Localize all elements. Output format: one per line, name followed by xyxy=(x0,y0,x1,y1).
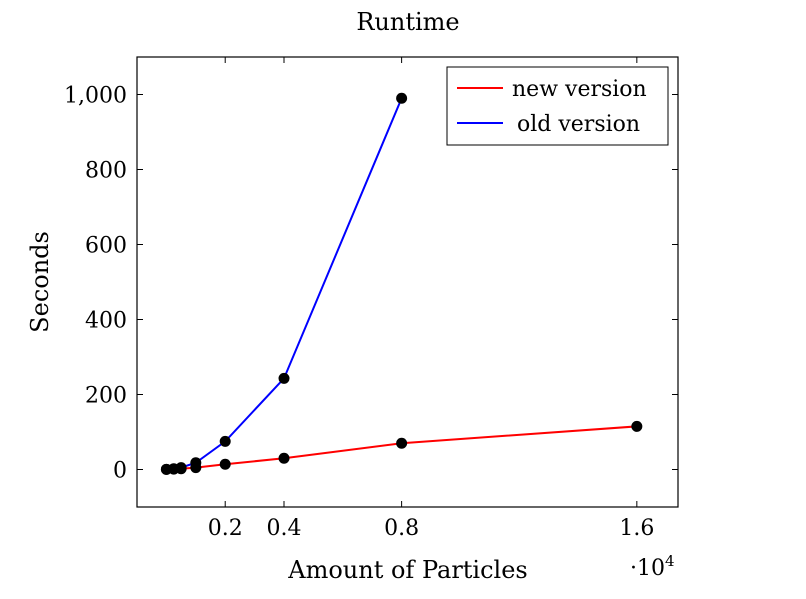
data-point-new-version xyxy=(278,452,290,464)
axis-ticks xyxy=(137,57,678,507)
y-tick-label: 600 xyxy=(85,234,127,259)
legend-label-new-version: new version xyxy=(512,77,647,102)
x-scale-multiplier: ·104 xyxy=(630,552,675,581)
x-tick-label: 0.4 xyxy=(267,516,302,541)
data-point-old-version xyxy=(175,462,187,474)
y-tick-label: 0 xyxy=(113,459,127,484)
series-lines xyxy=(166,97,637,471)
legend-box xyxy=(446,66,669,146)
x-tick-labels: 0.2 0.4 0.8 1.6 xyxy=(208,516,655,541)
y-tick-labels: 0 200 400 600 800 1,000 xyxy=(64,84,127,484)
legend-label-old-version: old version xyxy=(517,112,640,137)
x-scale-exponent: 4 xyxy=(665,552,675,570)
x-tick-label: 0.8 xyxy=(384,516,419,541)
series-line-old-version xyxy=(166,97,403,471)
legend: new version old version xyxy=(446,66,669,146)
series-points xyxy=(160,92,643,475)
y-tick-label: 400 xyxy=(85,309,127,334)
x-tick-label: 0.2 xyxy=(208,516,243,541)
data-point-new-version xyxy=(396,437,408,449)
data-point-new-version xyxy=(631,420,643,432)
x-axis-label: Amount of Particles xyxy=(287,556,528,584)
chart-title: Runtime xyxy=(356,8,459,36)
y-tick-label: 800 xyxy=(85,159,127,184)
plot-frame xyxy=(136,56,679,508)
data-point-new-version xyxy=(219,458,231,470)
data-point-old-version xyxy=(219,435,231,447)
data-point-old-version xyxy=(396,92,408,104)
data-point-old-version xyxy=(190,457,202,469)
y-tick-label: 1,000 xyxy=(64,84,127,109)
x-tick-label: 1.6 xyxy=(619,516,654,541)
data-point-old-version xyxy=(278,372,290,384)
y-axis-label: Seconds xyxy=(26,231,54,333)
x-scale-base: ·10 xyxy=(630,556,665,581)
y-tick-label: 200 xyxy=(85,384,127,409)
